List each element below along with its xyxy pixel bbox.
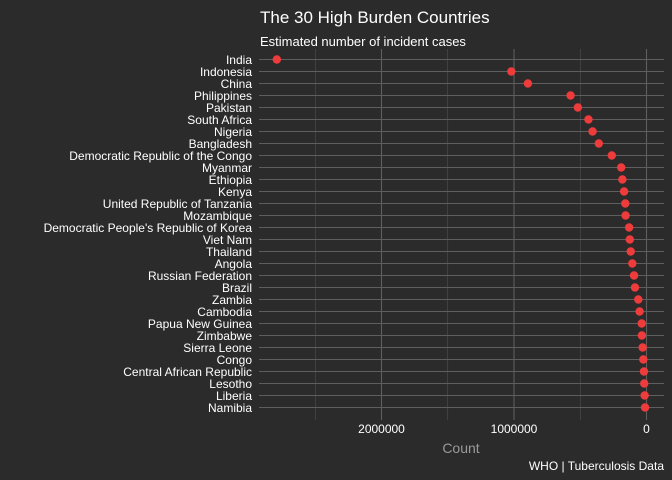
data-point [634,295,643,304]
y-tick-label: Pakistan [206,101,252,115]
y-tick-label: Central African Republic [123,365,252,379]
data-point [639,367,649,376]
data-point [626,247,635,256]
y-tick-label: Thailand [206,245,252,259]
x-tick-label: 1000000 [491,422,538,436]
y-tick-label: Zambia [212,293,252,307]
data-point [619,187,629,196]
data-point [628,259,637,268]
data-point [637,331,647,340]
grid-layer [259,49,664,420]
data-point [523,79,533,88]
y-tick-label: Angola [215,257,253,271]
y-tick-label: South Africa [187,113,252,127]
y-tick-label: Myanmar [202,161,252,175]
data-point [616,163,626,172]
y-tick-label: Congo [217,353,253,367]
data-point [573,103,583,112]
y-tick-label: Philippines [194,89,252,103]
y-tick-label: Liberia [216,389,252,403]
data-point [625,235,635,244]
data-point [624,223,634,232]
y-tick-label: China [221,77,253,91]
data-point [607,151,616,160]
chart-title: The 30 High Burden Countries [260,8,490,27]
y-tick-label: Sierra Leone [183,341,252,355]
data-point [640,391,649,400]
data-point [584,115,593,124]
y-tick-label: Papua New Guinea [148,317,252,331]
y-tick-label: Viet Nam [203,233,252,247]
data-point [629,271,639,280]
y-tick-label: Zimbabwe [197,329,253,343]
x-axis-title: Count [442,440,479,456]
y-tick-label: India [226,53,252,67]
y-tick-label: United Republic of Tanzania [103,197,253,211]
data-point [594,139,603,148]
data-point [588,127,597,136]
x-axis-ticks: 2000000 1000000 0 [358,422,650,436]
y-tick-label: Bangladesh [189,137,252,151]
y-tick-label: Brazil [222,281,252,295]
chart-caption: WHO | Tuberculosis Data [529,459,664,473]
data-point [621,211,630,220]
y-tick-label: Democratic People's Republic of Korea [44,221,253,235]
data-point [640,379,649,388]
y-tick-label: Mozambique [183,209,252,223]
data-point [272,55,282,64]
data-point [637,319,646,328]
y-tick-label: Ethiopia [209,173,253,187]
y-tick-label: Kenya [218,185,252,199]
x-tick-label: 0 [643,422,650,436]
y-tick-label: Indonesia [200,65,252,79]
data-point [507,67,516,76]
points-layer [272,55,650,412]
x-tick-label: 2000000 [358,422,405,436]
y-tick-label: Cambodia [197,305,252,319]
y-tick-label: Russian Federation [148,269,252,283]
chart-subtitle: Estimated number of incident cases [260,34,466,49]
data-point [635,307,644,316]
y-tick-label: Lesotho [209,377,252,391]
y-axis-labels: IndiaIndonesiaChinaPhilippinesPakistanSo… [44,53,253,415]
data-point [638,343,647,352]
y-tick-label: Namibia [208,401,252,415]
data-point [618,175,627,184]
y-tick-label: Democratic Republic of the Congo [69,149,252,163]
data-point [639,355,648,364]
data-point [630,283,640,292]
y-tick-label: Nigeria [214,125,252,139]
data-point [566,91,575,100]
data-point [640,403,650,412]
data-point [621,199,630,208]
